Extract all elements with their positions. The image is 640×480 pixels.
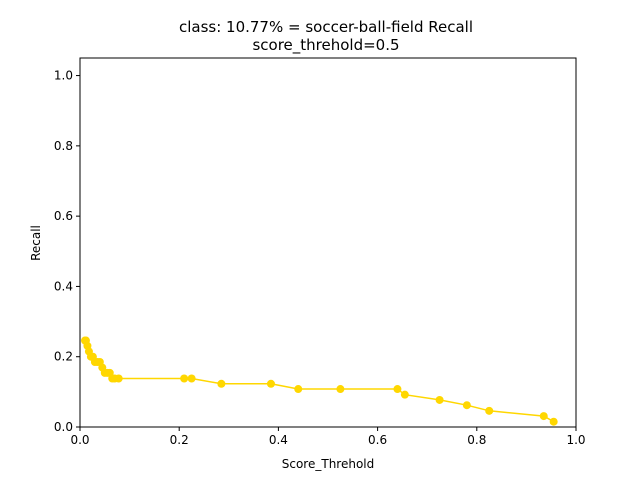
data-point	[217, 379, 226, 388]
data-point	[336, 385, 345, 394]
axes-frame	[79, 57, 577, 428]
x-axis-ticks: 0.0 0.2 0.4 0.6 0.8 1.0	[70, 427, 586, 447]
y-axis-ticks: 0.0 0.2 0.4 0.6 0.8 1.0	[54, 69, 80, 434]
x-axis-label: Score_Threhold	[282, 457, 375, 471]
x-tick-label: 0.2	[170, 433, 189, 447]
y-tick-label: 0.0	[54, 420, 73, 434]
y-tick-label: 0.6	[54, 209, 73, 223]
data-point	[549, 417, 558, 426]
data-point	[114, 374, 123, 383]
data-point	[294, 385, 303, 394]
y-tick-label: 0.2	[54, 350, 73, 364]
x-tick-label: 0.4	[269, 433, 288, 447]
chart-subtitle: score_threhold=0.5	[252, 36, 399, 55]
x-tick-label: 0.8	[467, 433, 486, 447]
x-tick-label: 1.0	[566, 433, 585, 447]
x-tick-label: 0.0	[70, 433, 89, 447]
data-point	[180, 374, 189, 383]
data-point	[435, 395, 444, 404]
y-axis-label: Recall	[29, 225, 43, 261]
y-tick-label: 0.8	[54, 139, 73, 153]
data-point	[400, 390, 409, 399]
data-point	[393, 385, 402, 394]
y-tick-label: 1.0	[54, 69, 73, 83]
chart-title: class: 10.77% = soccer-ball-field Recall	[179, 18, 473, 36]
plot-area	[80, 336, 558, 426]
data-point	[485, 406, 494, 415]
data-point	[266, 379, 275, 388]
data-point	[187, 374, 196, 383]
y-tick-label: 0.4	[54, 279, 73, 293]
data-point	[462, 401, 471, 410]
data-point	[539, 412, 548, 421]
x-tick-label: 0.6	[368, 433, 387, 447]
